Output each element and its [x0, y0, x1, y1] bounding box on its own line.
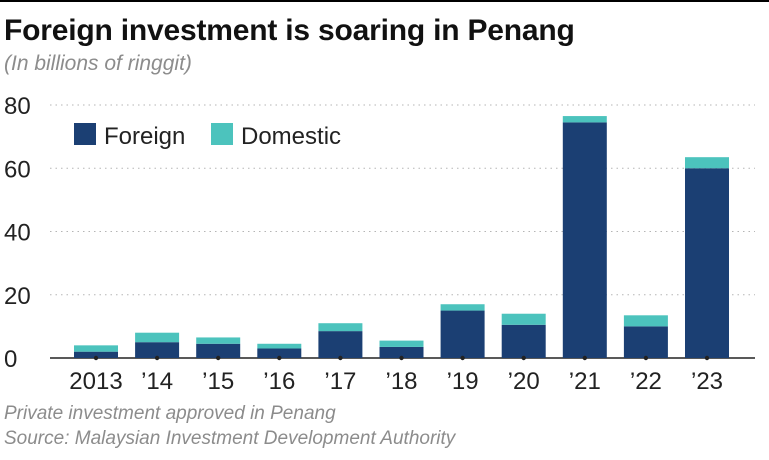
bar-domestic [379, 340, 424, 347]
legend-swatch-foreign [74, 123, 96, 145]
bar-domestic [501, 313, 546, 325]
bar-foreign [318, 331, 363, 358]
bar-domestic [196, 337, 241, 344]
x-tick-label: 2013 [69, 368, 122, 395]
x-tick-mark [582, 355, 587, 361]
bar-foreign [257, 348, 302, 358]
legend-swatch-domestic [211, 123, 233, 145]
bars [74, 116, 729, 358]
bar-foreign [74, 351, 118, 358]
bar-domestic [685, 157, 729, 169]
bar-foreign [379, 346, 424, 358]
bar-domestic [257, 343, 302, 349]
x-tick-mark [277, 355, 282, 361]
y-tick-label: 60 [4, 156, 31, 183]
bar-foreign [623, 326, 668, 358]
x-tick-label: ’20 [508, 368, 540, 395]
x-tick-mark [93, 355, 99, 361]
bar-foreign [135, 342, 180, 358]
top-rule [0, 0, 769, 2]
x-tick-mark [399, 355, 404, 361]
y-tick-label: 80 [4, 93, 31, 120]
x-tick-label: ’15 [202, 368, 234, 395]
x-tick-label: ’18 [385, 368, 417, 395]
bar-domestic [623, 315, 668, 327]
bar-domestic [318, 323, 363, 332]
bar-domestic [135, 332, 180, 343]
footnote-description: Private investment approved in Penang [4, 403, 336, 424]
legend: Foreign Domestic [74, 123, 341, 150]
x-tick-mark [338, 355, 343, 361]
x-tick-label: ’21 [569, 368, 601, 395]
x-tick-label: ’19 [447, 368, 479, 395]
x-tick-mark [521, 355, 526, 361]
y-tick-label: 40 [4, 220, 31, 247]
bar-foreign [685, 168, 729, 358]
y-axis-ticks: 0 20 40 60 80 [4, 93, 31, 373]
bar-foreign [196, 343, 241, 358]
x-tick-mark [216, 355, 221, 361]
legend-label-domestic: Domestic [241, 123, 341, 150]
y-tick-label: 0 [4, 346, 17, 373]
x-tick-mark [704, 355, 710, 361]
x-tick-label: ’17 [324, 368, 356, 395]
chart-title: Foreign investment is soaring in Penang [4, 14, 575, 47]
bar-domestic [440, 304, 485, 311]
x-tick-label: ’16 [263, 368, 295, 395]
legend-label-foreign: Foreign [104, 123, 185, 150]
bar-foreign [562, 122, 607, 358]
bar-domestic [562, 116, 607, 123]
chart-subtitle: (In billions of ringgit) [4, 52, 192, 75]
x-tick-label: ’14 [141, 368, 173, 395]
bar-foreign [501, 324, 546, 358]
x-tick-mark [154, 355, 160, 361]
x-axis-ticks: 2013 ’14 ’15 ’16 ’17 ’18 ’19 ’20 ’21 ’22 ’23 [69, 355, 723, 395]
x-tick-mark [460, 355, 465, 361]
x-tick-label: ’22 [630, 368, 662, 395]
footnote-source: Source: Malaysian Investment Development… [4, 428, 456, 449]
bar-domestic [74, 345, 118, 352]
y-tick-label: 20 [4, 283, 31, 310]
bar-foreign [440, 310, 485, 358]
x-tick-mark [643, 355, 649, 361]
stacked-bar-chart: 0 20 40 60 80 2013 ’14 ’15 ’16 ’17 ’18 ’19 ’20 ’21 ’2… [4, 93, 755, 395]
x-tick-label: ’23 [691, 368, 723, 395]
